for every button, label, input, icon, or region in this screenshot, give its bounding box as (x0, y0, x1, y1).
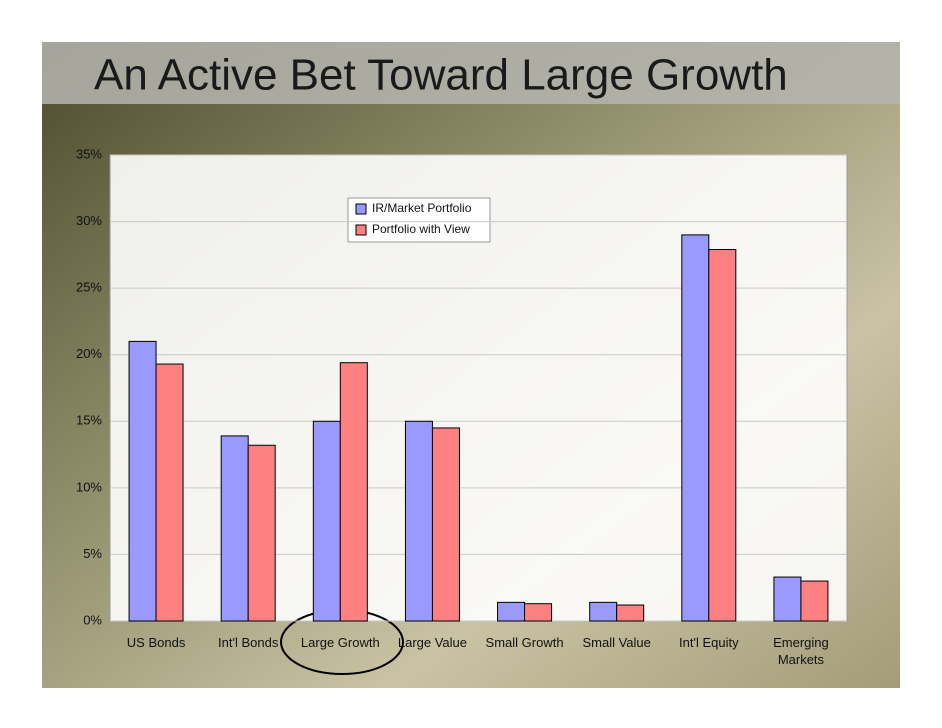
chart-title: An Active Bet Toward Large Growth (94, 51, 788, 100)
y-tick-label: 20% (76, 346, 102, 361)
x-tick-label: Large Value (397, 635, 468, 650)
bar (589, 601, 618, 622)
legend-label: IR/Market Portfolio (372, 201, 472, 215)
bar (404, 420, 433, 622)
title-band (42, 42, 900, 104)
x-tick-label: US Bonds (126, 635, 186, 650)
bar (431, 427, 460, 622)
bar (524, 603, 553, 622)
bar (220, 435, 249, 622)
y-tick-label: 25% (76, 280, 102, 295)
legend-swatch (355, 224, 367, 236)
x-tick-label: Small Value (582, 635, 651, 650)
bar (681, 234, 710, 622)
y-tick-label: 10% (76, 479, 102, 494)
bar (708, 249, 737, 622)
bar (128, 340, 157, 622)
bar (800, 580, 829, 622)
bar (312, 420, 341, 622)
x-tick-label: Int'l Equity (679, 635, 739, 650)
bar (773, 576, 802, 622)
y-tick-label: 15% (76, 413, 102, 428)
bar (247, 444, 276, 622)
y-tick-label: 30% (76, 213, 102, 228)
bar (497, 601, 526, 622)
y-tick-label: 5% (83, 546, 102, 561)
legend-box (347, 197, 491, 243)
x-tick-label: Int'l Bonds (218, 635, 279, 650)
legend-label: Portfolio with View (372, 222, 470, 236)
x-tick-label: Small Growth (485, 635, 564, 650)
legend-swatch (355, 203, 367, 215)
y-tick-label: 35% (76, 146, 102, 161)
bar (616, 604, 645, 622)
bar (339, 362, 368, 622)
x-tick-label: Large Growth (300, 635, 380, 650)
x-tick-label: Emerging Markets (773, 635, 829, 667)
y-tick-label: 0% (83, 612, 102, 627)
bar (155, 363, 184, 622)
